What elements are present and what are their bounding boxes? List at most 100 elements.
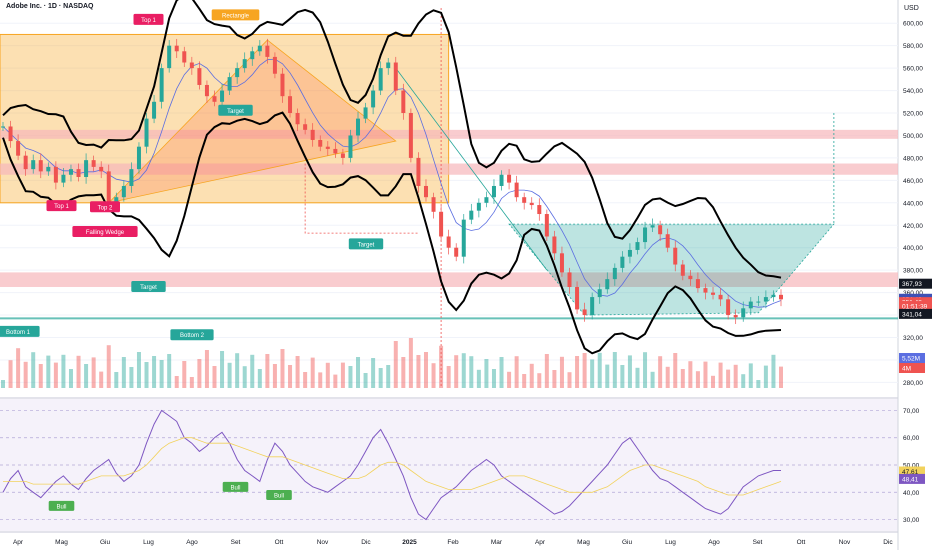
chart-title: Adobe Inc. · 1D · NASDAQ <box>6 3 94 10</box>
volume-bar <box>46 355 51 388</box>
candle-body <box>590 297 595 316</box>
rsi-label: 48,41 <box>902 476 919 483</box>
volume-bar <box>431 363 436 388</box>
candle-body <box>507 174 512 183</box>
volume-bar <box>333 374 338 388</box>
rsi-background <box>0 397 898 533</box>
candle-body <box>491 185 496 198</box>
candle-body <box>522 197 527 203</box>
volume-bar <box>129 367 134 388</box>
candle-body <box>537 205 542 215</box>
volume-bar <box>144 362 149 388</box>
pattern-label-box <box>72 225 138 237</box>
volume-bar <box>265 354 270 388</box>
volume-bar <box>348 366 353 388</box>
volume-bar <box>416 355 421 388</box>
volume-bar <box>189 377 194 388</box>
volume-bar <box>454 355 459 388</box>
volume-label-box <box>899 363 925 373</box>
resistance-zone <box>0 163 898 175</box>
candle-body <box>695 279 700 289</box>
pattern-label-box <box>133 13 164 25</box>
pattern-label: Target <box>140 285 157 291</box>
candle-body <box>174 45 179 52</box>
candle-body <box>152 101 157 119</box>
volume-bar <box>688 361 693 388</box>
time-tick-label: Giu <box>100 539 111 546</box>
pattern-label-box <box>348 238 384 250</box>
candle-body <box>469 210 474 220</box>
candle-body <box>310 129 315 140</box>
candle-body <box>718 294 723 300</box>
volume-bar <box>514 356 519 388</box>
candle-body <box>356 118 361 136</box>
volume-bar <box>605 364 610 388</box>
pattern-label: Bottom 2 <box>180 333 205 339</box>
pattern-label: Target <box>227 109 244 115</box>
volume-bar <box>386 365 391 388</box>
volume-bar <box>612 352 617 388</box>
volume-bar <box>288 365 293 388</box>
volume-bar <box>590 359 595 388</box>
candle-body <box>446 236 451 248</box>
candle-body <box>658 225 663 235</box>
volume-bar <box>658 356 663 388</box>
volume-bar <box>726 369 731 388</box>
time-tick-label: Giu <box>622 539 633 546</box>
volume-bar <box>620 365 625 388</box>
volume-bar <box>711 375 716 388</box>
candle-body <box>484 197 489 203</box>
volume-bar <box>76 355 81 388</box>
price-tick-label: 520,00 <box>903 111 923 118</box>
candle-body <box>204 84 209 97</box>
volume-bar <box>522 374 527 388</box>
volume-bar <box>8 360 13 388</box>
candle-body <box>68 169 73 175</box>
volume-bar <box>461 353 466 388</box>
time-tick-label: 2025 <box>402 539 417 546</box>
volume-bar <box>559 356 564 388</box>
volume-bar <box>204 350 209 388</box>
pattern-label: Target <box>358 242 375 248</box>
pattern-label-box <box>131 280 166 292</box>
price-tick-label: 600,00 <box>903 21 923 28</box>
candle-body <box>703 288 708 293</box>
candle-body <box>461 219 466 257</box>
pattern-label: Top 2 <box>98 205 113 211</box>
candle-body <box>514 182 519 198</box>
volume-bar <box>439 345 444 388</box>
divergence-label-box <box>266 490 292 500</box>
volume-bar <box>280 349 285 388</box>
upper-band <box>2 0 782 279</box>
pattern-label: Rectangle <box>222 13 250 19</box>
price-tick-label: 480,00 <box>903 155 923 162</box>
candle-body <box>605 279 610 290</box>
time-tick-label: Feb <box>447 539 459 546</box>
pattern-label-box <box>90 201 120 213</box>
candle-body <box>378 68 383 91</box>
candle-body <box>597 289 602 298</box>
volume-bar <box>272 364 277 388</box>
price-tick-label: 380,00 <box>903 268 923 275</box>
volume-bar <box>61 354 66 388</box>
volume-bar <box>718 362 723 388</box>
divergence-label-box <box>48 500 75 511</box>
candle-body <box>189 62 194 69</box>
volume-bar <box>114 372 119 388</box>
volume-bar <box>491 369 496 388</box>
volume-bar <box>91 357 96 388</box>
volume-bar <box>23 361 28 388</box>
pattern-label-box <box>46 200 77 212</box>
volume-bar <box>250 354 255 388</box>
rsi-label-box <box>899 473 925 484</box>
candle-body <box>779 294 783 300</box>
volume-bar <box>408 338 413 388</box>
volume-bar <box>371 358 376 388</box>
time-tick-label: Nov <box>317 539 329 546</box>
volume-bar <box>99 371 104 388</box>
candle-body <box>159 68 164 102</box>
volume-bar <box>53 362 58 388</box>
price-label: 367,93 <box>902 281 922 288</box>
